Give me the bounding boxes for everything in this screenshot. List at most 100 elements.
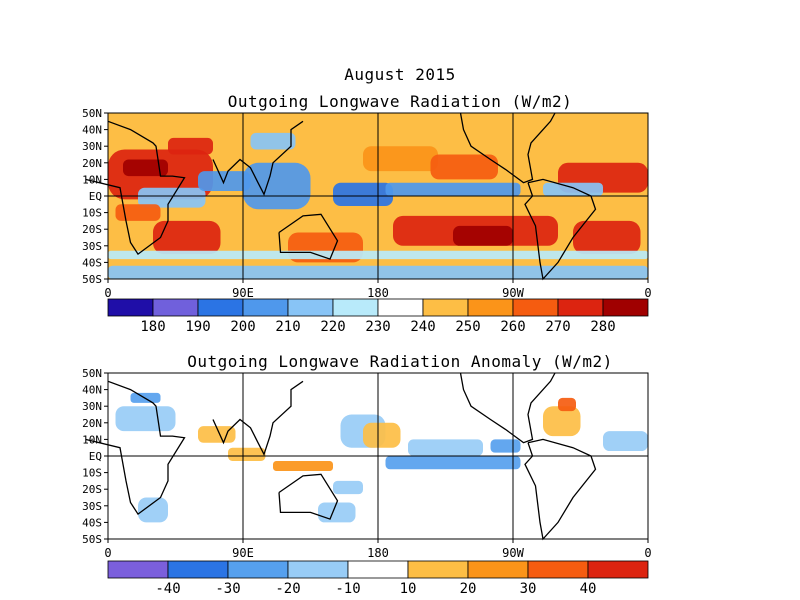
colorbar-label: 260 (500, 319, 525, 335)
colorbar-label: 180 (140, 319, 165, 335)
colorbar-swatch (377, 298, 424, 317)
y-tick-label: 20S (82, 223, 102, 236)
field-region (168, 137, 213, 155)
colorbar-swatch (242, 298, 289, 317)
x-tick-label: 0 (104, 546, 111, 560)
colorbar-label: -40 (155, 581, 180, 597)
colorbar-label: 40 (580, 581, 597, 597)
colorbar-label: 250 (455, 319, 480, 335)
colorbar-swatch (152, 298, 199, 317)
y-tick-label: 10N (82, 173, 102, 186)
colorbar-swatch (467, 560, 529, 579)
field-region (430, 154, 498, 180)
coastline (85, 120, 186, 256)
field-region (333, 480, 363, 495)
coastline (524, 178, 597, 281)
coastline (278, 213, 339, 260)
field-region (385, 182, 521, 196)
field-region (543, 182, 603, 196)
chart-title: August 2015 (344, 65, 456, 84)
x-tick-label: 180 (367, 546, 389, 560)
x-tick-label: 90W (502, 546, 524, 560)
x-tick-label: 0 (104, 286, 111, 300)
field-region (408, 439, 483, 456)
colorbar-swatch (422, 298, 469, 317)
coastline (278, 473, 339, 520)
y-tick-label: 10S (82, 467, 102, 480)
x-tick-label: 0 (644, 546, 651, 560)
chart-subtitle: Outgoing Longwave Radiation (W/m2) (227, 92, 573, 111)
colorbar-label: 20 (460, 581, 477, 597)
field-region (318, 502, 356, 523)
y-tick-label: EQ (89, 190, 102, 203)
colorbar-label: 240 (410, 319, 435, 335)
field-region (115, 204, 161, 221)
y-tick-label: 30N (82, 400, 102, 413)
colorbar-swatch (467, 298, 514, 317)
field-region (558, 397, 576, 412)
colorbar-swatch (347, 560, 409, 579)
colorbar-swatch (167, 560, 229, 579)
x-tick-label: 90W (502, 286, 524, 300)
field-region (363, 422, 401, 448)
colorbar-label: -30 (215, 581, 240, 597)
colorbar-swatch (107, 298, 154, 317)
field-region (228, 447, 266, 461)
field-region (273, 460, 333, 471)
colorbar-swatch (287, 560, 349, 579)
colorbar-swatch (107, 560, 169, 579)
colorbar-label: 30 (520, 581, 537, 597)
x-tick-label: 180 (367, 286, 389, 300)
field-region (115, 406, 176, 432)
y-tick-label: 50N (82, 107, 102, 120)
field-region (543, 406, 581, 437)
y-tick-label: 40S (82, 256, 102, 269)
y-tick-label: 40N (82, 384, 102, 397)
field-region (363, 146, 438, 172)
field-region (453, 225, 513, 246)
coastline (459, 372, 556, 444)
colorbar-label: 10 (400, 581, 417, 597)
colorbar-label: 220 (320, 319, 345, 335)
colorbar-label: -20 (275, 581, 300, 597)
colorbar-swatch (512, 298, 559, 317)
coastline (85, 380, 186, 516)
field-region (153, 220, 221, 255)
colorbar-label: 230 (365, 319, 390, 335)
coastline (212, 120, 304, 196)
field-region (250, 132, 296, 150)
colorbar-swatch (227, 560, 289, 579)
x-tick-label: 90E (232, 286, 254, 300)
x-tick-label: 90E (232, 546, 254, 560)
coastline (212, 380, 304, 456)
y-tick-label: 20S (82, 483, 102, 496)
y-tick-label: 30S (82, 240, 102, 253)
y-tick-label: 50N (82, 367, 102, 380)
colorbar-swatch (527, 560, 589, 579)
y-tick-label: 10N (82, 433, 102, 446)
colorbar-label: 210 (275, 319, 300, 335)
y-tick-label: 30N (82, 140, 102, 153)
coastline (459, 112, 556, 184)
colorbar-swatch (557, 298, 604, 317)
colorbar-swatch (332, 298, 379, 317)
x-tick-label: 0 (644, 286, 651, 300)
colorbar-label: 280 (590, 319, 615, 335)
colorbar-label: -10 (335, 581, 360, 597)
y-tick-label: 30S (82, 500, 102, 513)
field-region (123, 159, 168, 177)
field-region (198, 426, 236, 443)
colorbar-swatch (602, 298, 649, 317)
y-tick-label: 20N (82, 157, 102, 170)
colorbar-label: 200 (230, 319, 255, 335)
field-region (603, 431, 648, 452)
chart-title: Outgoing Longwave Radiation Anomaly (W/m… (187, 352, 613, 371)
y-tick-label: 20N (82, 417, 102, 430)
y-tick-label: 40N (82, 124, 102, 137)
colorbar-label: 270 (545, 319, 570, 335)
y-tick-label: EQ (89, 450, 102, 463)
field-region (138, 497, 168, 523)
